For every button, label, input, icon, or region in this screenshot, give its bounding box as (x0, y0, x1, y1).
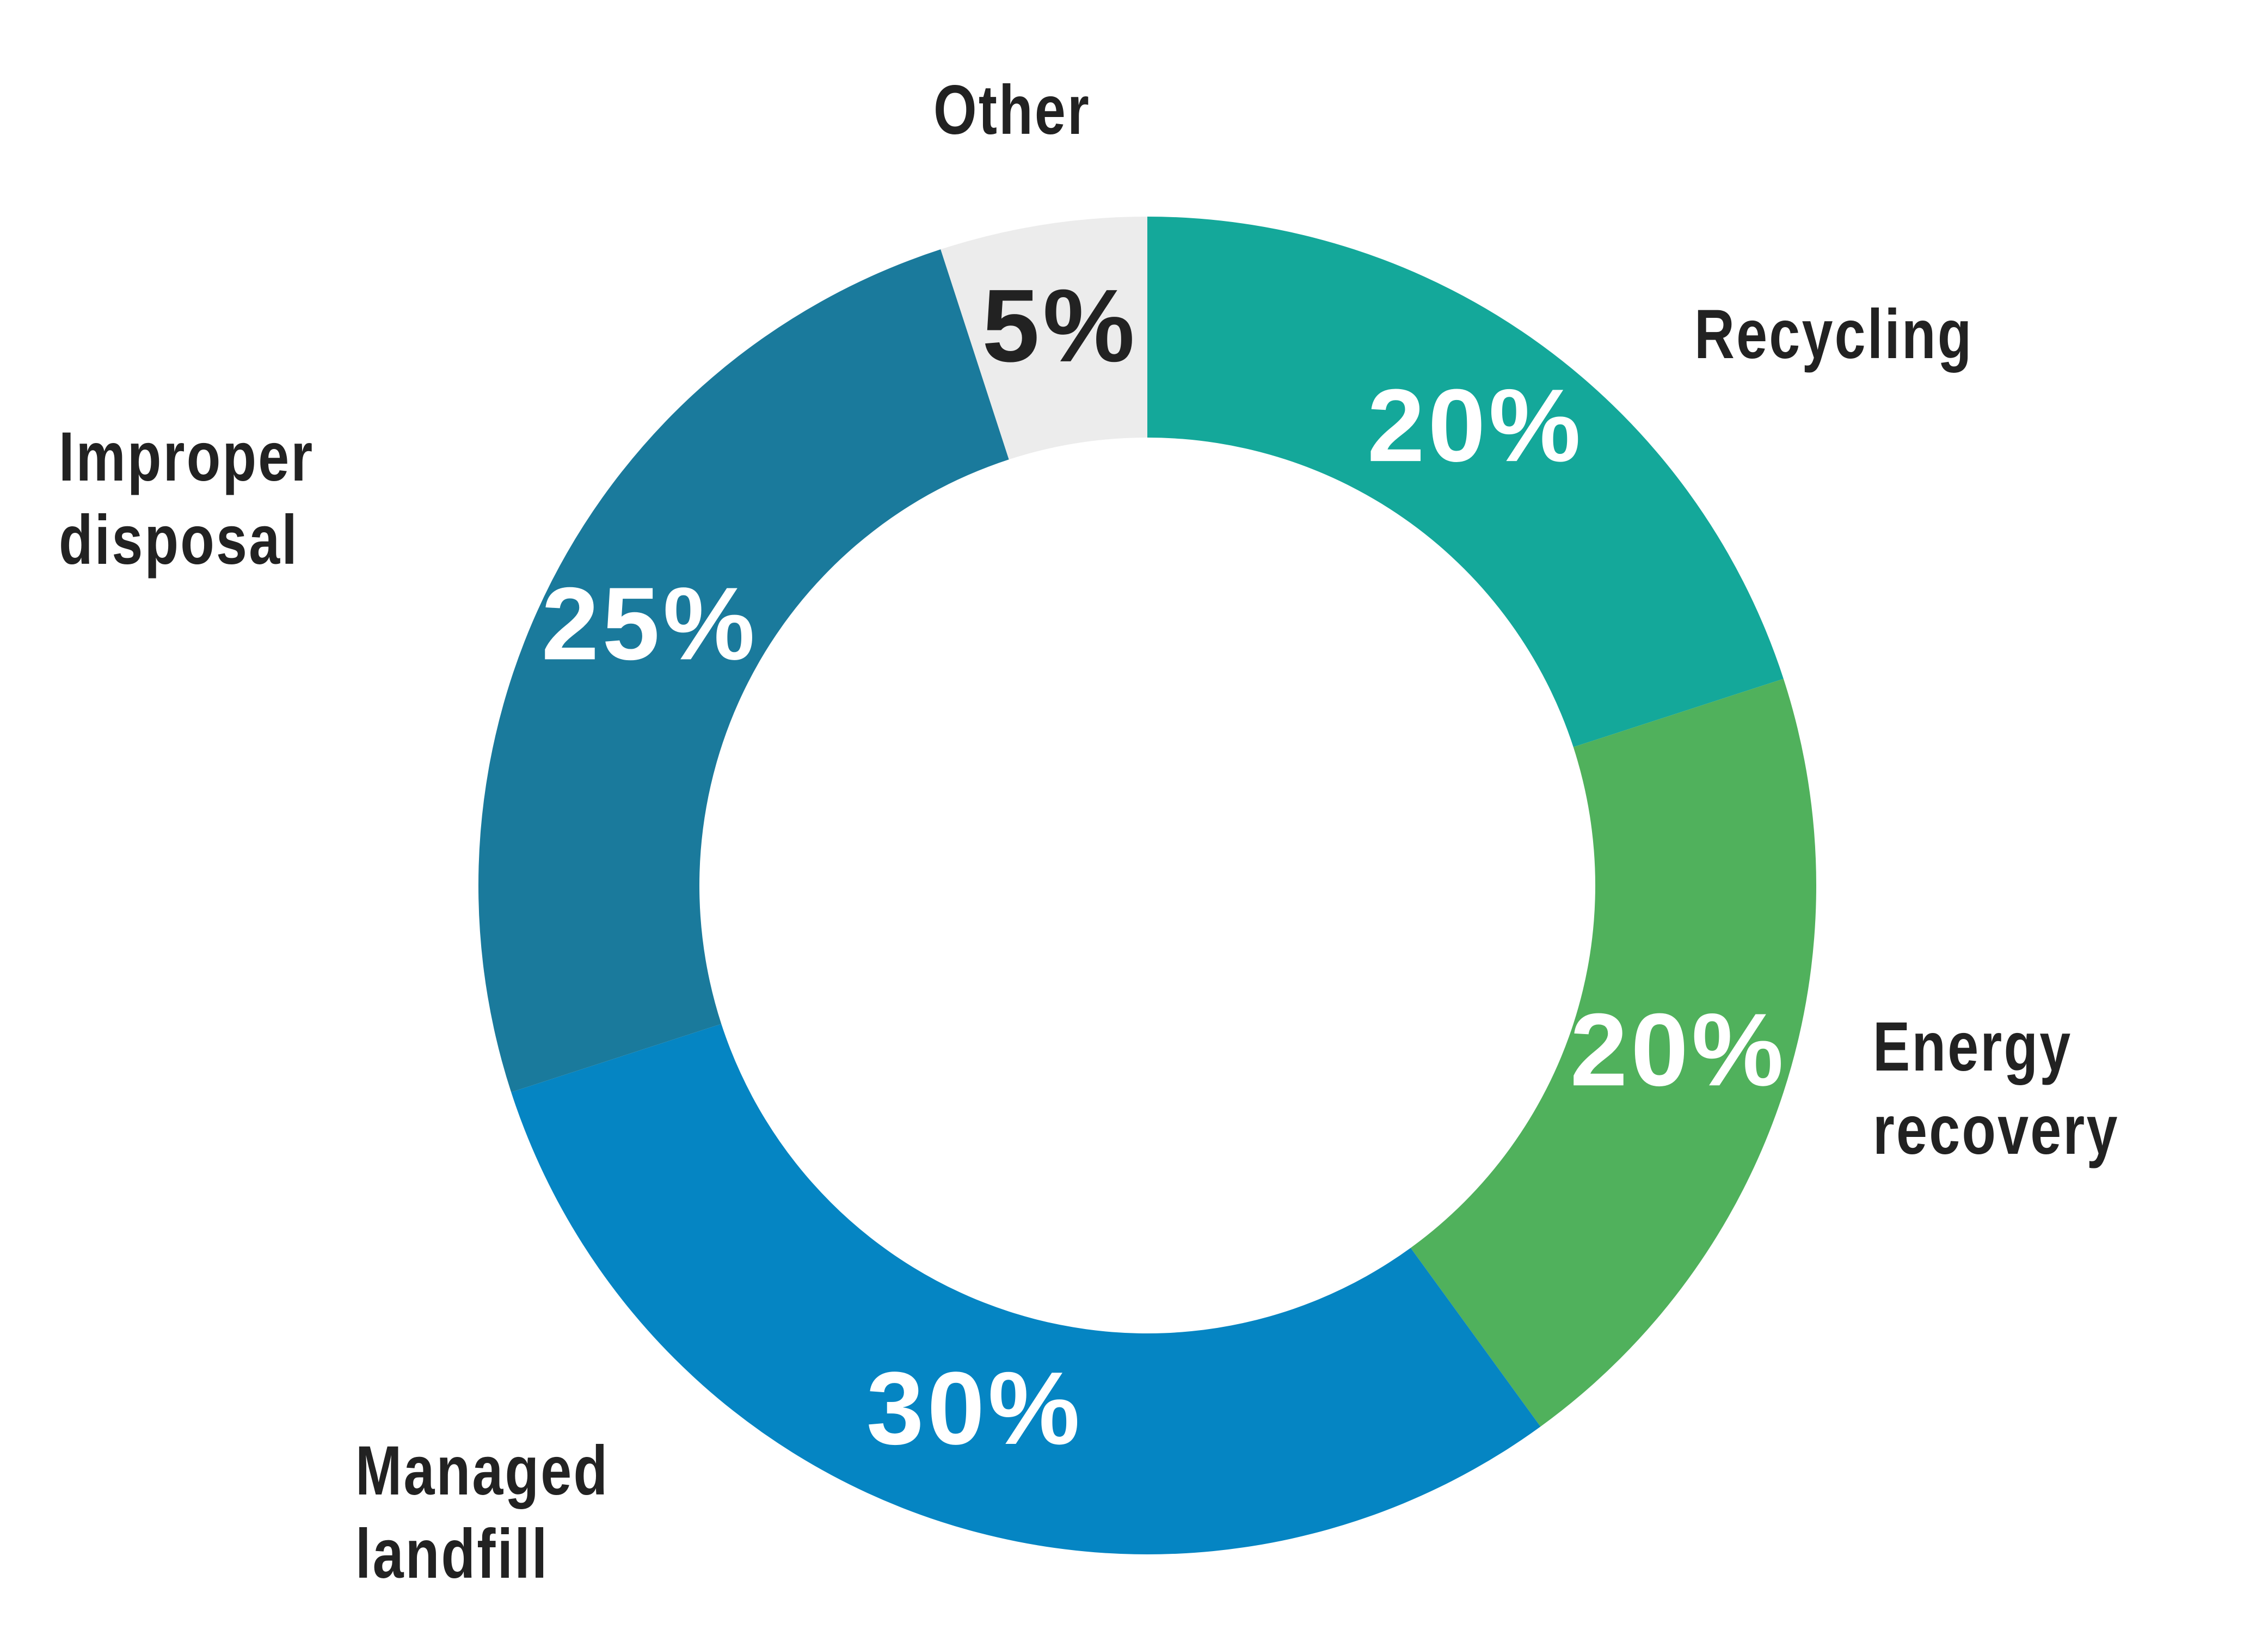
category-label: Other (933, 71, 1091, 149)
donut-segment (511, 1024, 1541, 1555)
donut-segment (1147, 217, 1784, 747)
category-label: Energy recovery (1873, 1008, 2119, 1169)
donut-segment (1410, 679, 1817, 1427)
donut-segment (478, 249, 1009, 1092)
value-label: 20% (1367, 368, 1584, 483)
value-label: 20% (1570, 992, 1787, 1108)
category-label: Managed landfill (355, 1432, 610, 1593)
value-label: 25% (542, 566, 758, 681)
category-label: Improper disposal (59, 418, 315, 579)
value-label: 30% (866, 1351, 1083, 1466)
value-label: 5% (982, 268, 1138, 384)
category-label: Recycling (1694, 296, 1974, 373)
donut-segment (941, 217, 1147, 460)
